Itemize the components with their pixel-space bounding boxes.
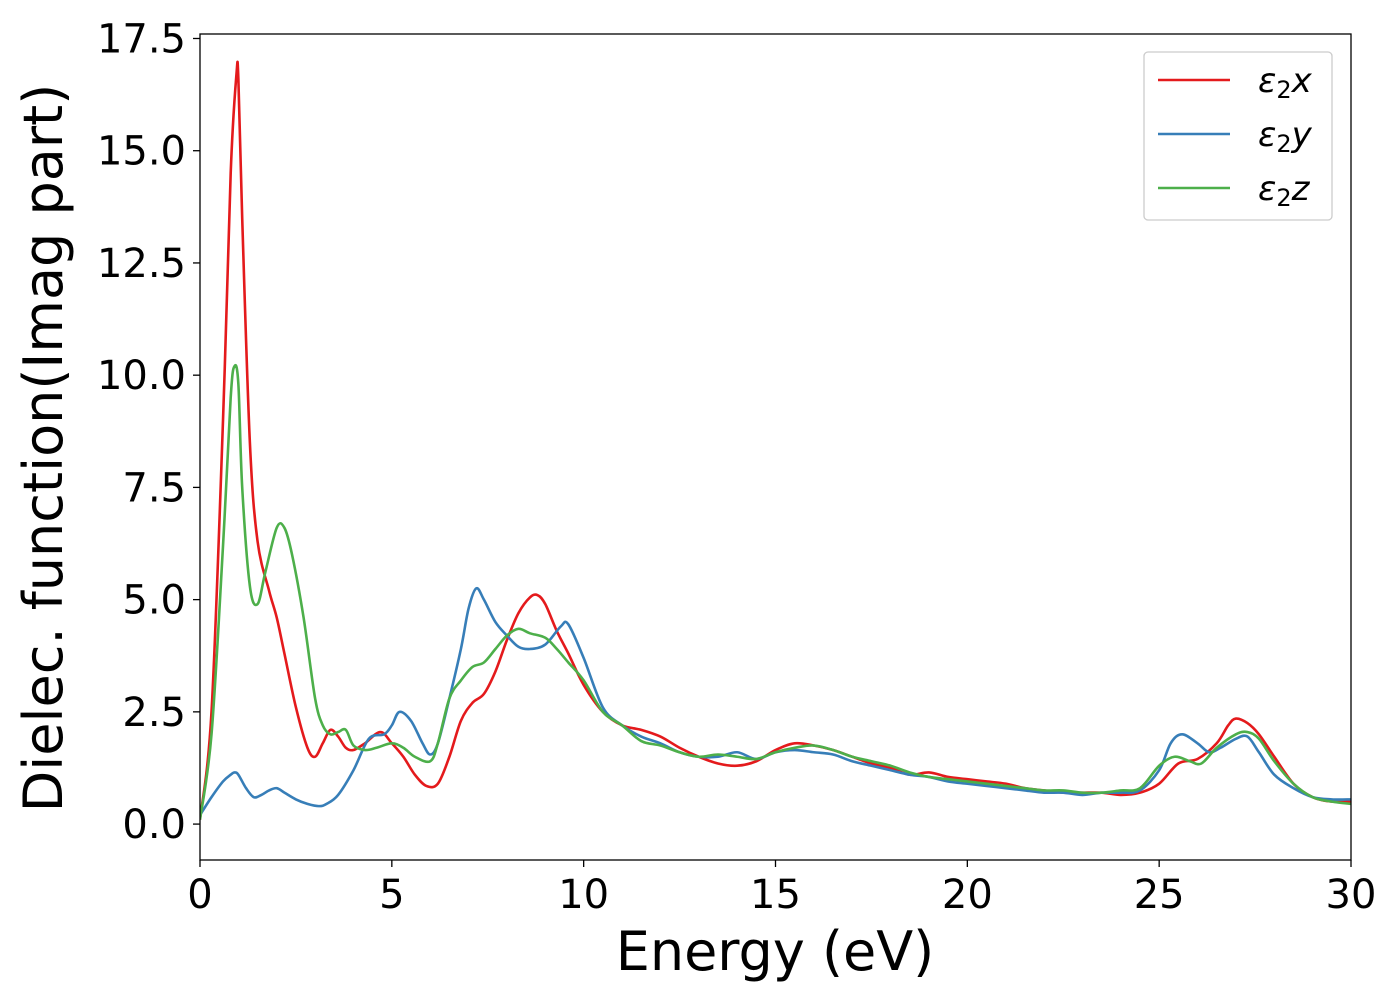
series-line-x xyxy=(200,60,1351,820)
y-tick-label: 0.0 xyxy=(122,802,186,848)
legend-box xyxy=(1143,51,1333,221)
x-axis: 0 5 10 15 20 25 30 xyxy=(187,860,1376,918)
legend-label-epsilon: ε xyxy=(1258,115,1276,155)
y-tick-label: 12.5 xyxy=(97,241,186,287)
x-tick-label: 5 xyxy=(379,872,404,918)
series-group xyxy=(200,60,1351,820)
legend-label-epsilon: ε xyxy=(1258,61,1276,101)
y-tick-label: 2.5 xyxy=(122,690,186,736)
legend-label-y: ε2y xyxy=(1258,115,1313,158)
series-line-y xyxy=(200,586,1351,816)
y-tick-label: 10.0 xyxy=(97,353,186,399)
y-tick-label: 5.0 xyxy=(122,578,186,624)
x-axis-label: Energy (eV) xyxy=(616,920,935,983)
y-tick-label: 7.5 xyxy=(122,465,186,511)
legend-label-subscript: 2 xyxy=(1276,76,1291,104)
plot-area xyxy=(199,33,1352,861)
y-axis-label: Dielec. function(Imag part) xyxy=(12,84,75,813)
legend-label-z: ε2z xyxy=(1258,169,1311,212)
x-tick-label: 15 xyxy=(750,872,801,918)
legend-label-subscript: 2 xyxy=(1276,184,1291,212)
x-tick-label: 30 xyxy=(1326,872,1377,918)
x-tick-label: 10 xyxy=(558,872,609,918)
y-tick-label: 17.5 xyxy=(97,16,186,62)
legend-label-component: z xyxy=(1291,169,1311,209)
x-tick-label: 25 xyxy=(1134,872,1185,918)
legend-label-epsilon: ε xyxy=(1258,169,1276,209)
legend-label-component: y xyxy=(1291,115,1313,155)
series-line-z xyxy=(200,363,1351,820)
y-tick-label: 15.0 xyxy=(97,129,186,175)
legend-label-x: ε2x xyxy=(1258,61,1313,104)
y-axis: 0.0 2.5 5.0 7.5 10.0 12.5 15.0 17.5 xyxy=(97,16,200,848)
legend-label-subscript: 2 xyxy=(1276,130,1291,158)
x-tick-label: 20 xyxy=(942,872,993,918)
x-tick-label: 0 xyxy=(187,872,212,918)
legend-label-component: x xyxy=(1291,61,1313,101)
